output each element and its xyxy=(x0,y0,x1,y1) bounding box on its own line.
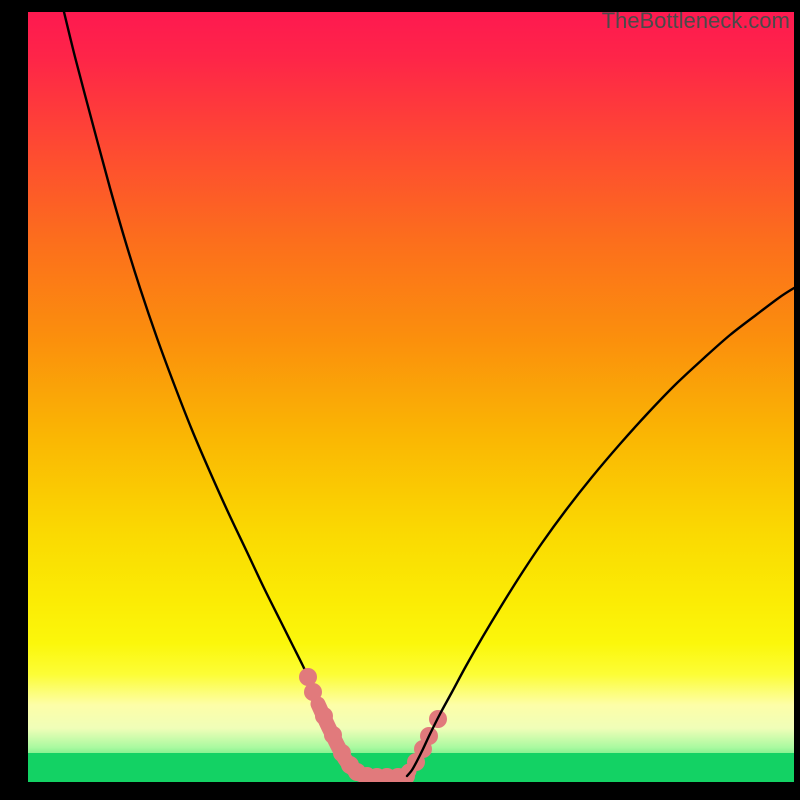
watermark-text: TheBottleneck.com xyxy=(602,8,790,34)
green-zone-strip xyxy=(28,753,794,782)
chart-root: { "meta": { "watermark_text": "TheBottle… xyxy=(0,0,800,800)
chart-gradient-background xyxy=(28,12,794,782)
